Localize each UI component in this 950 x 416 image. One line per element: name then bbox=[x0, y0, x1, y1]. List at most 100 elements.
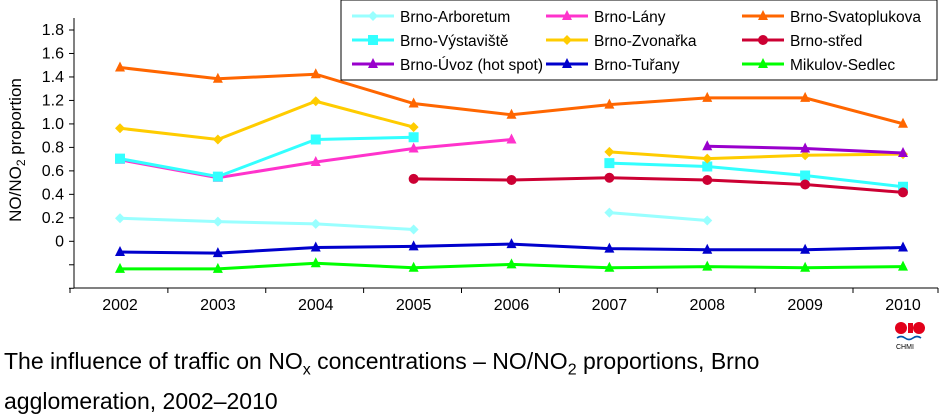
legend-swatch-marker bbox=[562, 10, 572, 20]
series-7-point bbox=[310, 241, 321, 252]
y-tick-label: 0.6 bbox=[42, 163, 64, 180]
series-8-point bbox=[115, 262, 125, 273]
series-7-point bbox=[898, 241, 908, 252]
legend-label: Brno-Zvonařka bbox=[594, 33, 697, 50]
series-1-point bbox=[408, 142, 419, 153]
legend-swatch-marker bbox=[758, 10, 768, 20]
x-tick-label: 2007 bbox=[592, 297, 628, 314]
series-0-point bbox=[115, 213, 125, 224]
series-5-point bbox=[800, 179, 811, 190]
series-7-point bbox=[604, 242, 615, 253]
legend-swatch-marker bbox=[758, 58, 768, 68]
series-3-line bbox=[119, 135, 414, 179]
y-tick-label: 1.8 bbox=[42, 22, 64, 39]
legend-label: Brno-Svatoplukova bbox=[790, 9, 921, 26]
x-tick-label: 2004 bbox=[298, 297, 334, 314]
title-subscript-2: 2 bbox=[567, 361, 577, 379]
series-0-point bbox=[310, 218, 321, 229]
legend-swatch-marker bbox=[562, 35, 572, 45]
series-8-point bbox=[898, 260, 908, 271]
legend-label: Brno-Úvoz (hot spot) bbox=[400, 57, 543, 74]
series-3-point bbox=[702, 161, 713, 172]
legend-swatch-marker bbox=[368, 11, 378, 21]
y-tick-label: 0.2 bbox=[42, 210, 64, 227]
series-0-line bbox=[119, 216, 414, 231]
series-3-point bbox=[408, 132, 419, 143]
series-8-point bbox=[702, 260, 713, 271]
x-tick-label: 2010 bbox=[885, 297, 921, 314]
series-0-point bbox=[702, 215, 713, 226]
x-tick-label: 2003 bbox=[200, 297, 236, 314]
series-2-point bbox=[408, 97, 419, 108]
chart-title: The influence of traffic on NOx concentr… bbox=[4, 346, 904, 416]
series-8-point bbox=[310, 257, 321, 268]
series-2-point bbox=[800, 91, 811, 102]
y-tick-label: 0.4 bbox=[42, 186, 64, 203]
series-4-point bbox=[800, 150, 811, 161]
series-5-line bbox=[413, 176, 904, 194]
series-4-point bbox=[604, 146, 615, 157]
series-7-point bbox=[115, 246, 125, 256]
series-7-point bbox=[506, 238, 517, 249]
x-tick-label: 2002 bbox=[102, 297, 138, 314]
series-2-point bbox=[604, 98, 615, 109]
legend-label: Brno-Výstaviště bbox=[400, 33, 509, 50]
series-3-point bbox=[115, 153, 125, 164]
series-8-point bbox=[800, 261, 811, 272]
series-4-point bbox=[702, 153, 713, 164]
y-tick-label: 1.4 bbox=[42, 69, 64, 86]
legend-label: Brno-Tuřany bbox=[594, 57, 680, 74]
legend-label: Mikulov-Sedlec bbox=[790, 57, 895, 74]
series-3-point bbox=[310, 134, 321, 145]
series-4-point bbox=[212, 134, 223, 145]
legend: Brno-Arboretum Brno-Lány Brno-Svatoplukova… bbox=[340, 0, 938, 81]
series-1-point bbox=[310, 156, 321, 166]
legend-box bbox=[340, 0, 938, 81]
series-7-point bbox=[212, 247, 223, 258]
y-tick-label: 1.2 bbox=[42, 92, 64, 109]
legend-swatch-marker bbox=[368, 35, 378, 45]
series-0-line bbox=[609, 211, 708, 222]
series-3-point bbox=[898, 181, 908, 192]
series-3-point bbox=[212, 171, 223, 182]
legend-swatch-marker bbox=[562, 58, 572, 68]
legend-swatch-marker bbox=[758, 35, 768, 45]
series-5-point bbox=[898, 187, 908, 198]
title-part-1: The influence of traffic on NO bbox=[4, 348, 303, 374]
series-0-point bbox=[212, 216, 223, 227]
series-6-point bbox=[898, 147, 908, 157]
series-2-point bbox=[310, 68, 321, 79]
series-8-point bbox=[506, 258, 517, 269]
x-tick-label: 2009 bbox=[787, 297, 823, 314]
series-0-point bbox=[604, 207, 615, 218]
logo-text: CHMI bbox=[896, 344, 914, 351]
series-4-point bbox=[115, 123, 125, 134]
legend-label: Brno-střed bbox=[790, 33, 862, 50]
x-tick-label: 2005 bbox=[396, 297, 432, 314]
title-part-3: proportions, Brno agglomeration, 2002–20… bbox=[4, 348, 760, 414]
series-2-point bbox=[898, 117, 908, 128]
series-2-point bbox=[506, 108, 517, 119]
legend-label: Brno-Arboretum bbox=[400, 9, 510, 26]
series-6-point bbox=[800, 142, 811, 153]
series-5-point bbox=[408, 173, 419, 184]
series-3-point bbox=[604, 158, 615, 169]
series-1-point bbox=[506, 133, 517, 144]
series-5-point bbox=[604, 172, 615, 183]
y-tick-label: 0 bbox=[55, 233, 64, 250]
series-7-point bbox=[702, 243, 713, 254]
series-8-point bbox=[212, 262, 223, 273]
series-4-point bbox=[408, 122, 419, 133]
series-6-point bbox=[702, 140, 713, 151]
y-tick-label: 1.0 bbox=[42, 116, 64, 133]
series-8-point bbox=[604, 261, 615, 272]
series-8-point bbox=[408, 261, 419, 272]
series-0-point bbox=[408, 224, 419, 235]
series-5-point bbox=[702, 175, 713, 185]
series-3-point bbox=[800, 170, 811, 181]
y-tick-label: 0.8 bbox=[42, 139, 64, 156]
series-2-point bbox=[212, 72, 223, 83]
series-4-line bbox=[609, 150, 904, 161]
legend-swatch-marker bbox=[368, 58, 378, 68]
